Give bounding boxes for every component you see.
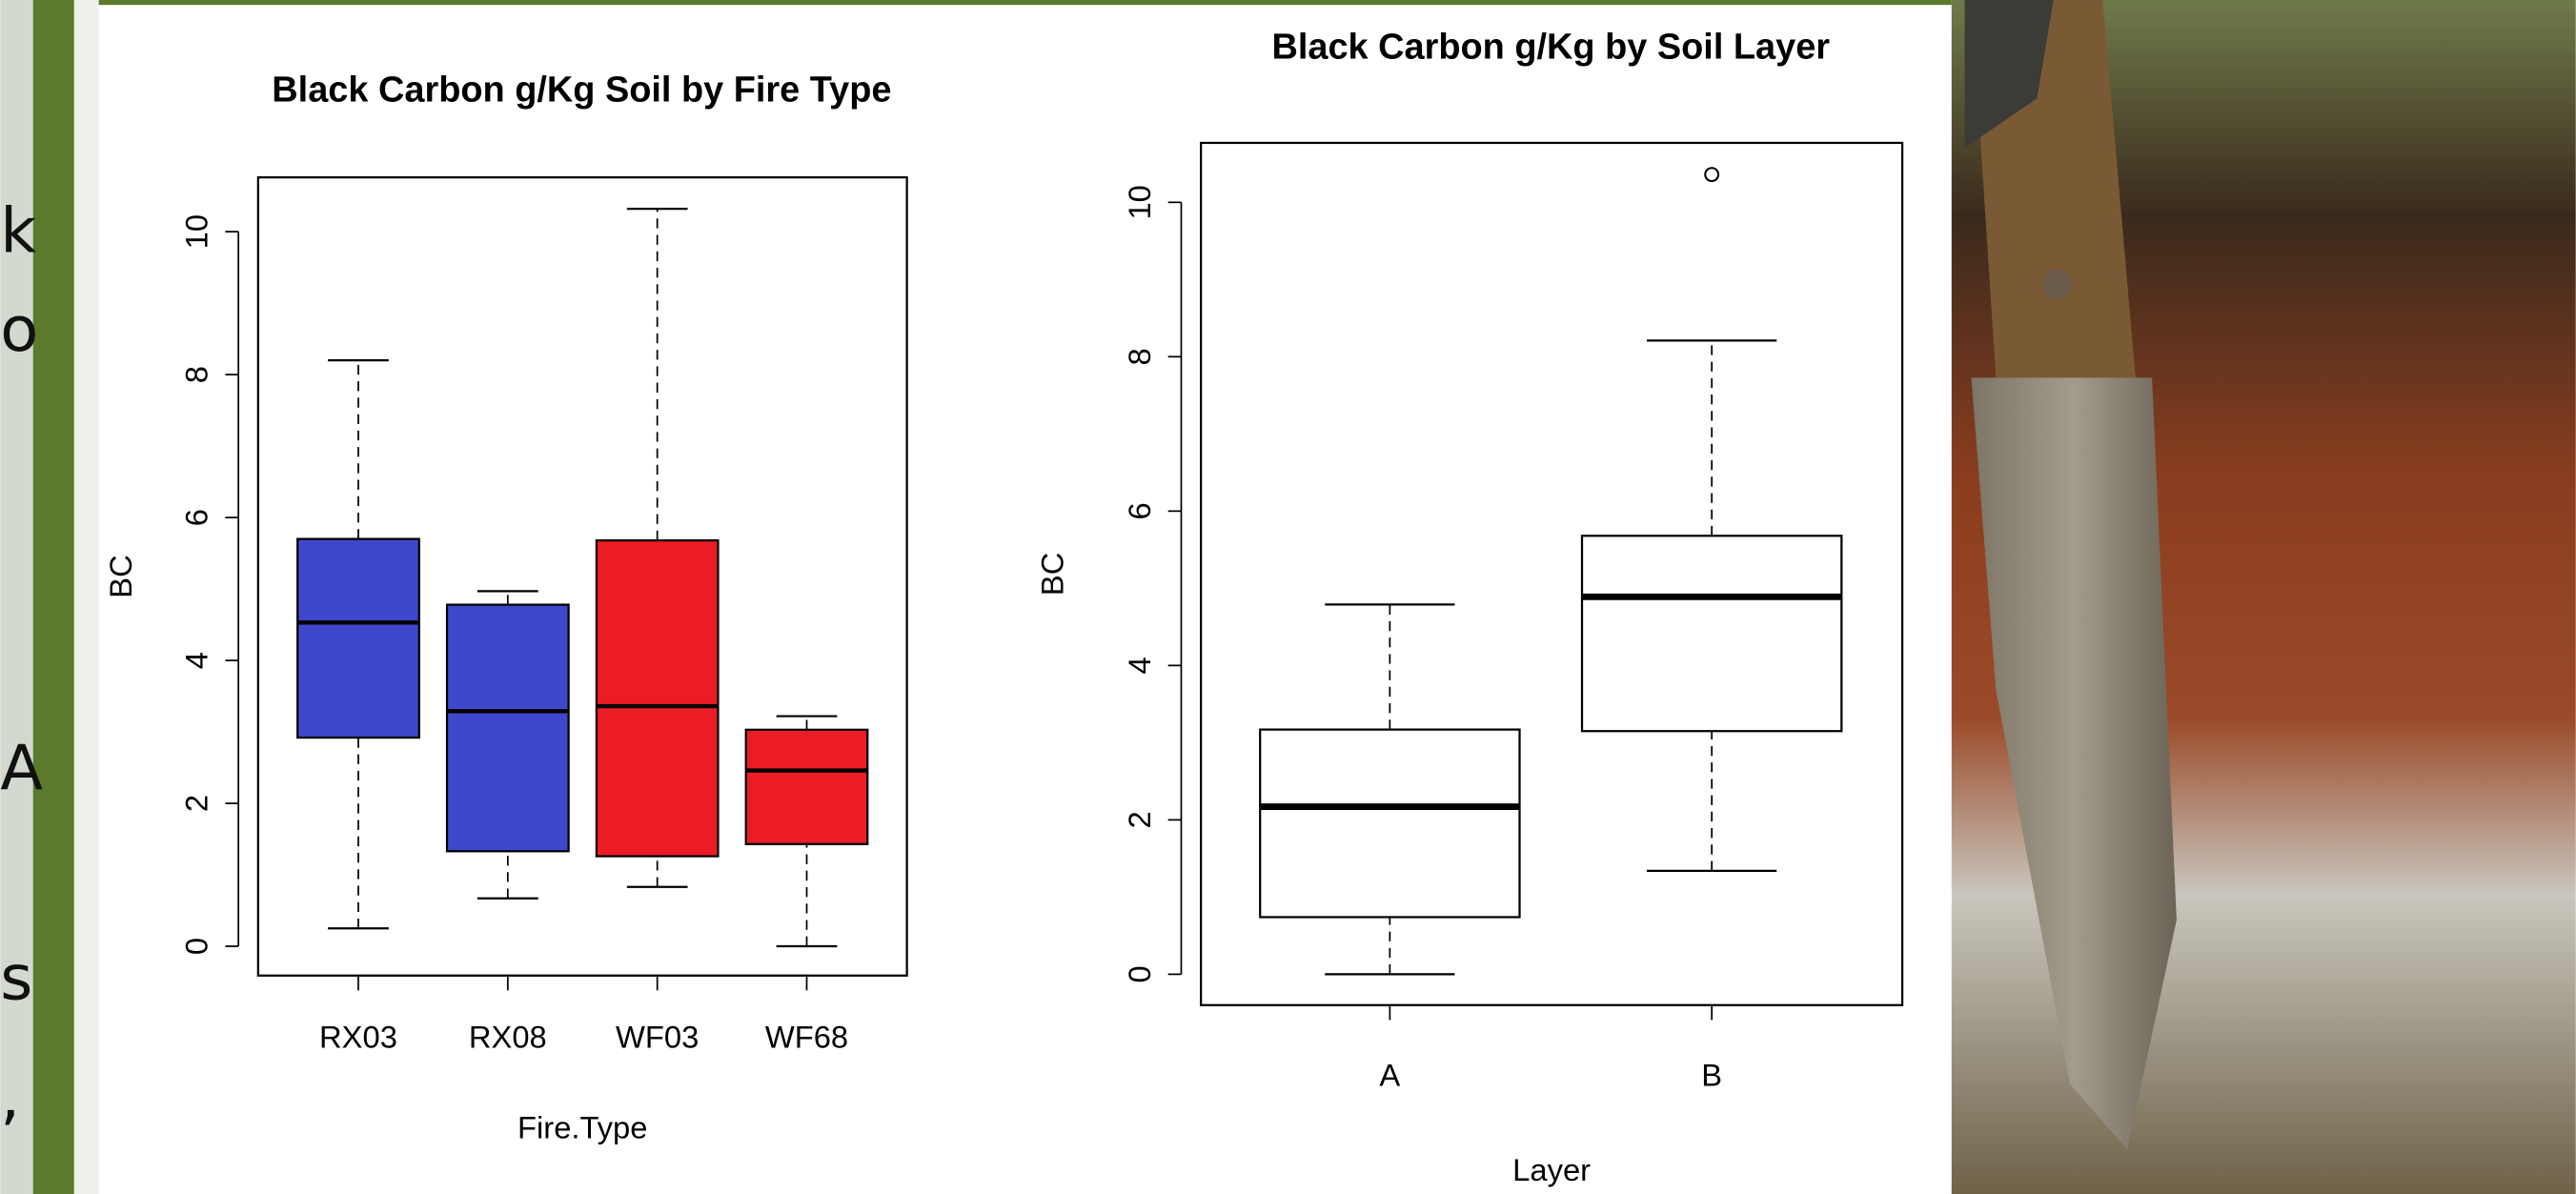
y-tick-label: 0	[1122, 965, 1157, 982]
box	[744, 728, 869, 845]
green-bar	[32, 0, 74, 1194]
box	[595, 538, 720, 858]
top-rule	[98, 0, 1952, 6]
side-text: ko As,	[0, 195, 43, 1133]
x-tick-label: A	[1379, 1057, 1400, 1092]
box	[1580, 535, 1843, 733]
side-char: o	[0, 293, 38, 366]
knife-blade	[1971, 377, 2177, 1150]
y-axis-label: BC	[1034, 553, 1069, 596]
margin	[73, 0, 99, 1194]
y-tick-label: 10	[1122, 185, 1157, 219]
chart-title: Black Carbon g/Kg by Soil Layer	[1271, 28, 1830, 68]
x-axis-label: Fire.Type	[517, 1109, 647, 1144]
rivet	[2041, 269, 2072, 299]
x-axis-label: Layer	[1512, 1152, 1591, 1187]
y-tick-label: 6	[1122, 502, 1157, 519]
y-tick-label: 2	[178, 795, 213, 812]
glove	[1964, 0, 2054, 149]
side-char: s	[0, 942, 32, 1015]
x-tick-label: WF68	[765, 1020, 848, 1055]
x-tick-label: RX03	[319, 1020, 397, 1055]
x-tick-label: RX08	[469, 1020, 547, 1055]
y-tick-label: 4	[1122, 657, 1157, 674]
y-tick-label: 8	[178, 366, 213, 383]
outlier	[1704, 167, 1720, 183]
slide-edge	[0, 0, 37, 1194]
box	[296, 537, 420, 739]
y-tick-label: 4	[178, 652, 213, 669]
y-tick-label: 10	[178, 214, 213, 249]
chart-title: Black Carbon g/Kg Soil by Fire Type	[272, 71, 891, 111]
box	[445, 603, 570, 853]
y-tick-label: 0	[178, 938, 213, 955]
side-char: A	[0, 732, 43, 804]
side-char: k	[0, 195, 36, 268]
y-tick-label: 6	[178, 509, 213, 526]
y-tick-label: 8	[1122, 348, 1157, 365]
y-tick-label: 2	[1122, 811, 1157, 828]
box	[1259, 728, 1521, 919]
x-tick-label: B	[1701, 1057, 1722, 1092]
y-axis-label: BC	[103, 555, 138, 597]
photo	[1951, 0, 2576, 1194]
side-char: ,	[0, 1061, 20, 1133]
x-tick-label: WF03	[616, 1020, 699, 1055]
